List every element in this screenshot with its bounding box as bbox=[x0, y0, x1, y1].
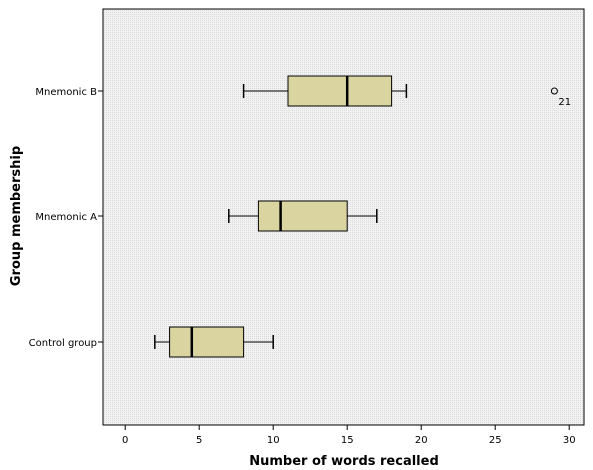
iqr-box bbox=[287, 75, 393, 107]
outlier-point bbox=[550, 87, 558, 95]
x-tick-label: 5 bbox=[196, 435, 202, 446]
box-mnemonic-a bbox=[228, 200, 378, 232]
x-axis-ticks: 0 5 10 15 20 25 30 bbox=[122, 425, 576, 446]
y-axis-title: Group membership bbox=[9, 146, 24, 286]
y-category-label: Mnemonic A bbox=[35, 212, 97, 223]
x-tick-label: 0 bbox=[122, 435, 128, 446]
y-category-label: Control group bbox=[29, 338, 97, 349]
iqr-box bbox=[169, 326, 245, 358]
iqr-box bbox=[257, 200, 348, 232]
x-tick-label: 20 bbox=[415, 435, 428, 446]
box-mnemonic-b: 21 bbox=[242, 75, 571, 108]
x-tick-label: 15 bbox=[341, 435, 354, 446]
x-tick-label: 30 bbox=[563, 435, 576, 446]
x-axis-title: Number of words recalled bbox=[249, 454, 439, 469]
y-axis-categories: Mnemonic B Mnemonic A Control group bbox=[29, 87, 103, 349]
outlier-label: 21 bbox=[558, 97, 571, 108]
y-category-label: Mnemonic B bbox=[35, 87, 97, 98]
chart-marks: 21 bbox=[154, 75, 571, 358]
x-tick-label: 25 bbox=[489, 435, 502, 446]
box-control-group bbox=[154, 326, 274, 358]
x-tick-label: 10 bbox=[267, 435, 280, 446]
